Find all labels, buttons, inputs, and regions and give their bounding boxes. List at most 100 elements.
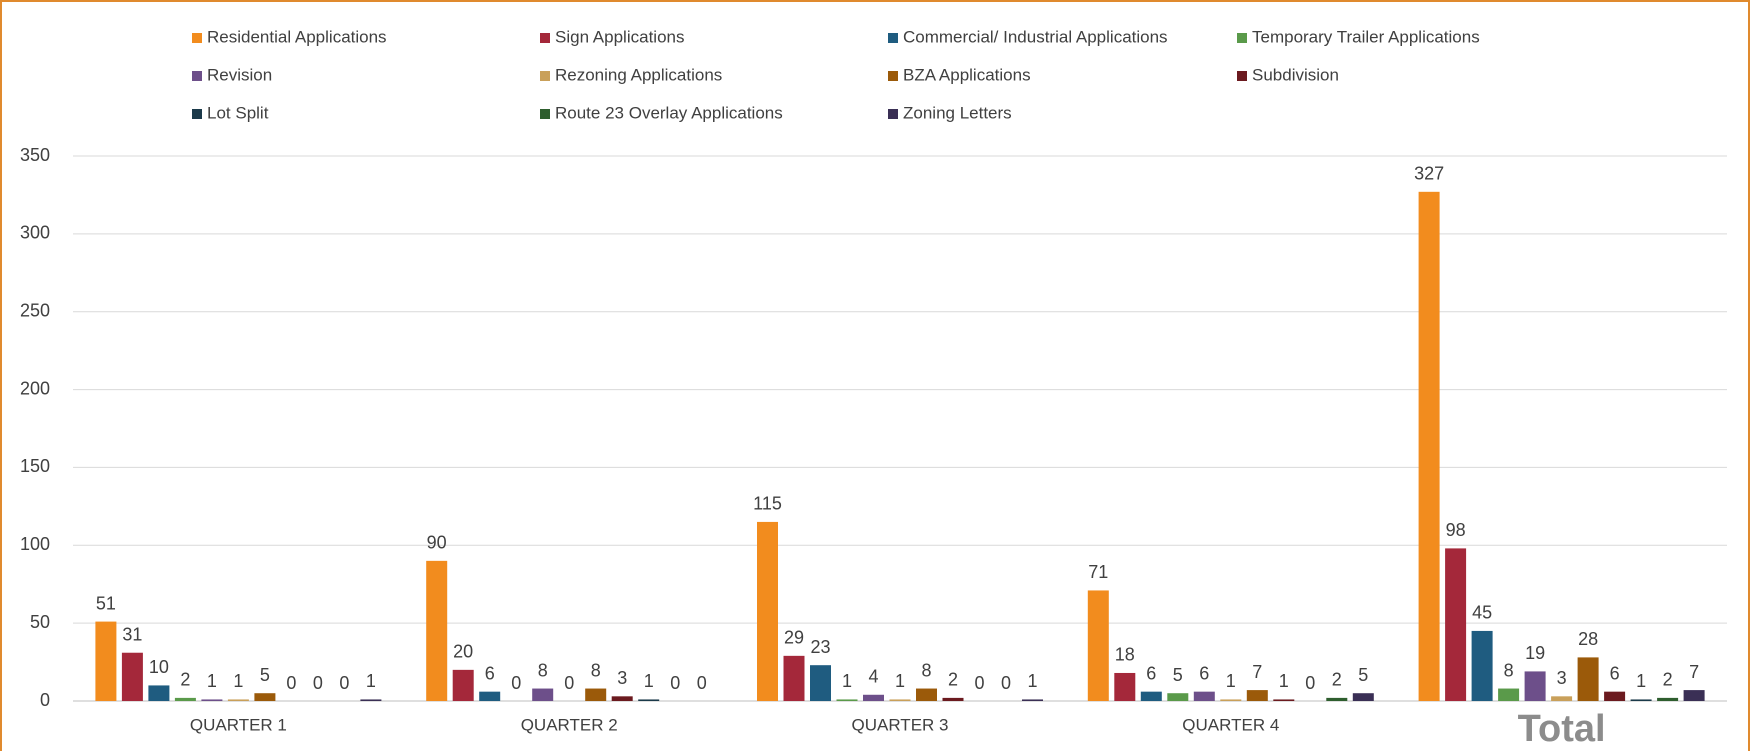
data-label: 8: [1504, 660, 1514, 680]
data-label: 0: [511, 673, 521, 693]
data-label: 6: [1199, 663, 1209, 683]
data-label: 1: [1027, 671, 1037, 691]
legend-label: Revision: [207, 65, 272, 84]
bar: [95, 621, 117, 701]
data-label: 19: [1525, 643, 1545, 663]
legend-label: Route 23 Overlay Applications: [555, 103, 783, 122]
bar: [1524, 671, 1546, 701]
bar: [121, 652, 143, 701]
bar: [1193, 691, 1215, 701]
data-label: 5: [1358, 665, 1368, 685]
legend-swatch: [888, 109, 898, 119]
bar: [1140, 691, 1162, 701]
legend-label: Lot Split: [207, 103, 269, 122]
data-label: 5: [260, 665, 270, 685]
bar: [1114, 672, 1136, 701]
bar: [1683, 690, 1705, 701]
data-label: 8: [538, 660, 548, 680]
legend-label: Rezoning Applications: [555, 65, 722, 84]
legend-label: BZA Applications: [903, 65, 1031, 84]
data-label: 51: [96, 593, 116, 613]
bar: [1498, 688, 1520, 701]
bar: [1445, 548, 1467, 701]
data-label: 2: [1332, 670, 1342, 690]
legend-label: Residential Applications: [207, 27, 387, 46]
bar: [1273, 699, 1295, 701]
legend-label: Temporary Trailer Applications: [1252, 27, 1480, 46]
x-tick-label: Total: [1518, 708, 1606, 750]
legend-swatch: [540, 33, 550, 43]
data-label: 20: [453, 642, 473, 662]
data-label: 2: [180, 670, 190, 690]
bar: [1326, 697, 1348, 701]
data-label: 0: [697, 673, 707, 693]
bar: [1630, 699, 1652, 701]
data-label: 327: [1414, 164, 1444, 184]
legend-label: Commercial/ Industrial Applications: [903, 27, 1168, 46]
bar: [1657, 697, 1679, 701]
y-tick-label: 350: [20, 145, 50, 165]
bar: [1167, 693, 1189, 701]
legend-swatch: [888, 71, 898, 81]
bar: [836, 699, 858, 701]
data-label: 1: [207, 671, 217, 691]
bar: [585, 688, 607, 701]
bar: [1551, 696, 1573, 701]
data-label: 3: [617, 668, 627, 688]
data-label: 98: [1446, 520, 1466, 540]
bar: [1418, 191, 1440, 702]
data-label: 6: [485, 663, 495, 683]
data-label: 0: [313, 673, 323, 693]
data-label: 1: [895, 671, 905, 691]
bar: [916, 688, 937, 701]
bar: [426, 560, 448, 701]
data-label: 31: [122, 624, 142, 644]
legend-swatch: [192, 33, 202, 43]
data-label: 1: [233, 671, 243, 691]
legend-swatch: [540, 109, 550, 119]
data-label: 1: [644, 671, 654, 691]
data-label: 0: [286, 673, 296, 693]
data-label: 29: [784, 628, 804, 648]
data-label: 1: [1636, 671, 1646, 691]
data-label: 0: [1305, 673, 1315, 693]
legend-swatch: [1237, 33, 1247, 43]
data-label: 6: [1610, 663, 1620, 683]
legend-swatch: [1237, 71, 1247, 81]
legend-label: Sign Applications: [555, 27, 684, 46]
bar: [1352, 693, 1374, 701]
data-label: 6: [1146, 663, 1156, 683]
bar: [148, 685, 170, 701]
bar: [1220, 699, 1242, 701]
bar: [611, 696, 633, 701]
bar: [479, 691, 501, 701]
y-tick-label: 100: [20, 534, 50, 554]
data-label: 2: [1663, 670, 1673, 690]
data-label: 0: [1001, 673, 1011, 693]
bar: [783, 655, 805, 701]
bar: [889, 699, 911, 701]
bar: [254, 693, 276, 701]
x-tick-label: QUARTER 2: [521, 715, 618, 734]
bar: [1604, 691, 1626, 701]
data-label: 23: [810, 637, 830, 657]
data-label: 3: [1557, 668, 1567, 688]
bar: [757, 521, 778, 701]
legend-label: Subdivision: [1252, 65, 1339, 84]
legend-swatch: [192, 109, 202, 119]
data-label: 2: [948, 670, 958, 690]
data-label: 18: [1115, 645, 1135, 665]
bar: [174, 697, 196, 701]
bar: [1471, 630, 1493, 701]
bar: [1087, 590, 1109, 701]
bar: [201, 699, 223, 701]
data-label: 1: [1226, 671, 1236, 691]
bar: [810, 665, 831, 701]
data-label: 8: [921, 660, 931, 680]
bar: [360, 699, 382, 701]
data-label: 90: [427, 533, 447, 553]
bar: [227, 699, 249, 701]
legend-swatch: [888, 33, 898, 43]
